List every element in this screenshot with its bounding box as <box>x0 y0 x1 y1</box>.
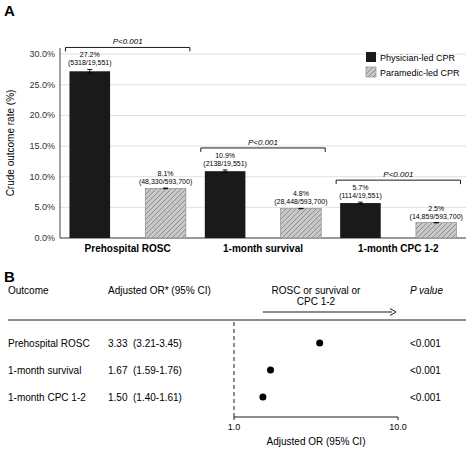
or-label: 1.67 (1.59-1.76) <box>108 365 182 376</box>
column-header: Adjusted OR* (95% CI) <box>108 285 211 296</box>
or-label: 1.50 (1.40-1.61) <box>108 392 182 403</box>
data-label: 10.9%(2138/19,551) <box>203 152 247 168</box>
legend-label: Physician-led CPR <box>380 53 456 63</box>
arrow-head <box>390 309 396 316</box>
chart: A 0.0% 5.0% 10.0% 15.0% 20.0% 25.0% 30.0% Crude … <box>0 0 474 463</box>
bracket: P<0.001 <box>201 138 325 152</box>
error-bar <box>223 170 228 172</box>
error-cap <box>87 73 92 74</box>
point <box>267 367 274 374</box>
bar <box>340 203 381 238</box>
arrow-line <box>263 312 392 313</box>
bar <box>281 209 322 238</box>
bracket: P<0.001 <box>336 170 460 184</box>
point <box>259 394 266 401</box>
error-cap <box>298 208 303 209</box>
data-labels: 27.2%(5318/19,551) 10.9%(2138/19,551) 5.7%… <box>68 51 463 220</box>
error-cap <box>358 202 363 203</box>
plot-area <box>69 69 456 238</box>
bracket-line <box>336 180 460 184</box>
direction-arrow <box>263 309 396 316</box>
column-header: ROSC or survival orCPC 1-2 <box>272 285 362 307</box>
x-tick <box>398 417 399 420</box>
column-header: Outcome <box>8 285 49 296</box>
bar-panel: A 0.0% 5.0% 10.0% 15.0% 20.0% 25.0% 30.0% Crude … <box>4 2 466 254</box>
p-value-label: <0.001 <box>410 365 441 376</box>
point <box>316 340 323 347</box>
forest-panel: BOutcome Adjusted OR* (95% CI) ROSC or sur… <box>4 268 466 447</box>
error-bar <box>434 222 439 223</box>
bracket: P<0.001 <box>65 37 189 51</box>
error-cap <box>298 208 303 209</box>
x-axis-line <box>234 417 398 418</box>
x-tick-label: 1.0 <box>228 422 241 432</box>
y-axis-line <box>60 48 61 238</box>
bracket-line <box>65 47 189 51</box>
legend-swatch <box>366 52 376 62</box>
x-tick-label: 1-month survival <box>223 243 303 254</box>
bar <box>69 71 110 238</box>
outcome-label: 1-month CPC 1-2 <box>8 392 86 403</box>
data-label: 8.1%(48,330/593,700) <box>139 170 192 186</box>
grid-line <box>60 84 466 85</box>
y-tick-label: 5.0% <box>34 202 55 212</box>
error-bar <box>87 69 92 73</box>
grid-line <box>60 207 466 208</box>
outcome-label: Prehospital ROSC <box>8 338 90 349</box>
or-label: 3.33 (3.21-3.45) <box>108 338 182 349</box>
x-axis-line <box>60 238 466 239</box>
panel-label: A <box>4 2 15 19</box>
x-tick-label: Prehospital ROSC <box>85 243 171 254</box>
error-cap <box>223 169 228 170</box>
p-value-label: <0.001 <box>410 338 441 349</box>
error-bar <box>298 208 303 209</box>
reference-line <box>234 320 235 417</box>
error-cap <box>358 203 363 204</box>
bracket-line <box>201 148 325 152</box>
error-cap <box>163 188 168 189</box>
bar <box>416 223 457 238</box>
error-cap <box>163 188 168 189</box>
error-cap <box>223 172 228 173</box>
x-tick-label: 1-month CPC 1-2 <box>358 243 439 254</box>
y-tick-label: 25.0% <box>29 80 55 90</box>
column-header: P value <box>410 285 443 296</box>
error-cap <box>434 222 439 223</box>
grid-line <box>60 115 466 116</box>
annotation: P<0.001 <box>113 37 143 46</box>
x-tick <box>234 417 235 420</box>
error-bar <box>163 188 168 190</box>
bar <box>145 188 186 238</box>
y-tick-label: 20.0% <box>29 110 55 120</box>
legend: Physician-led CPR Paramedic-led CPR <box>366 52 460 78</box>
annotation: P<0.001 <box>248 138 278 147</box>
p-value-label: <0.001 <box>410 392 441 403</box>
bar <box>205 171 246 238</box>
legend-label: Paramedic-led CPR <box>380 68 460 78</box>
y-tick-label: 30.0% <box>29 49 55 59</box>
y-tick-label: 15.0% <box>29 141 55 151</box>
data-label: 4.8%(28,448/593,700) <box>274 190 327 206</box>
error-cap <box>434 222 439 223</box>
error-line <box>89 69 90 73</box>
data-label: 27.2%(5318/19,551) <box>68 51 112 67</box>
outcome-label: 1-month survival <box>8 365 81 376</box>
data-label: 5.7%(1114/19,551) <box>339 184 382 200</box>
x-axis-label: Adjusted OR (95% CI) <box>267 436 366 447</box>
panel-label: B <box>4 268 15 285</box>
y-axis-label: Crude outcome rate (%) <box>5 90 16 197</box>
plot-area <box>259 340 323 401</box>
x-tick-label: 10.0 <box>389 422 407 432</box>
error-bar <box>358 202 363 204</box>
data-label: 2.5%(14,859/593,700) <box>410 205 463 221</box>
annotation: P<0.001 <box>383 170 413 179</box>
y-tick-label: 0.0% <box>34 233 55 243</box>
header-line <box>8 320 466 321</box>
legend-swatch <box>366 67 376 77</box>
grid-line <box>60 238 466 239</box>
y-tick-label: 10.0% <box>29 172 55 182</box>
error-cap <box>87 69 92 70</box>
